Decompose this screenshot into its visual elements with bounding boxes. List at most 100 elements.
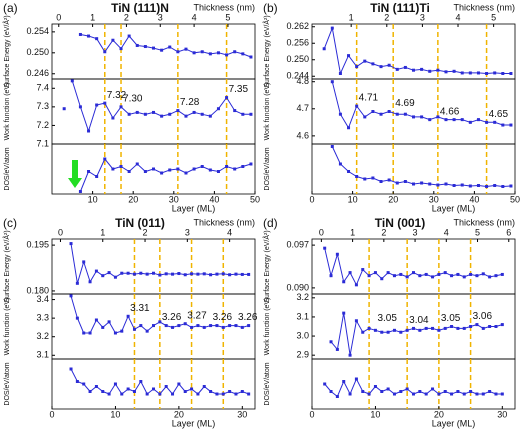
data-line: [324, 248, 503, 286]
data-point: [225, 165, 229, 168]
y-tick-label: 0.250: [286, 54, 309, 64]
data-point: [338, 72, 342, 75]
data-point: [431, 326, 435, 330]
data-point: [177, 272, 181, 276]
data-point: [475, 392, 479, 396]
data-point: [208, 114, 212, 118]
data-point: [202, 385, 206, 388]
y-tick-label: 4.6: [296, 130, 309, 140]
data-point: [501, 185, 505, 188]
x2-tick-label: 0: [319, 227, 324, 237]
data-point: [215, 272, 219, 276]
data-point: [450, 392, 454, 396]
data-point: [371, 176, 375, 180]
data-point: [101, 390, 105, 393]
annotation: 4.71: [359, 93, 379, 104]
data-point: [168, 168, 172, 172]
data-point: [241, 165, 245, 168]
y-axis-label: DOS/eV/atom: [4, 362, 11, 405]
data-point: [208, 52, 212, 56]
data-point: [139, 271, 143, 275]
data-point: [221, 272, 225, 276]
x2-tick-label: 1: [90, 12, 95, 22]
data-point: [160, 171, 164, 175]
data-point: [190, 272, 194, 276]
data-point: [177, 324, 181, 328]
data-point: [145, 272, 149, 276]
data-point: [392, 392, 396, 396]
data-point: [444, 182, 448, 186]
annotation: 3.05: [441, 313, 461, 324]
data-point: [462, 275, 466, 279]
data-point: [380, 277, 384, 281]
data-line: [331, 146, 511, 188]
data-point: [500, 323, 504, 327]
data-point: [405, 275, 409, 279]
data-point: [158, 273, 162, 277]
data-point: [233, 109, 237, 113]
data-point: [493, 71, 497, 75]
data-point: [424, 392, 428, 396]
annotation: 7.35: [229, 84, 249, 95]
data-point: [249, 162, 253, 166]
x-tick-label: 40: [469, 194, 479, 204]
x2-axis-label: Thickness (nm): [453, 217, 515, 227]
data-point: [184, 114, 188, 118]
data-point: [143, 45, 147, 49]
data-point: [403, 112, 407, 116]
data-point: [509, 184, 513, 188]
data-point: [476, 184, 480, 187]
data-point: [412, 115, 415, 119]
data-point: [509, 72, 513, 75]
data-point: [221, 392, 225, 396]
data-point: [164, 385, 168, 388]
data-point: [168, 45, 172, 49]
data-point: [403, 65, 407, 69]
data-point: [469, 272, 473, 276]
data-point: [412, 326, 415, 330]
data-point: [103, 101, 107, 105]
data-point: [111, 167, 115, 171]
data-point: [431, 275, 435, 279]
data-point: [494, 392, 498, 396]
data-point: [152, 324, 155, 328]
y-tick-label: 0.254: [26, 26, 49, 36]
data-point: [158, 392, 162, 396]
data-point: [126, 314, 130, 318]
annotation: 3.27: [187, 310, 207, 321]
data-point: [371, 62, 375, 66]
data-point: [216, 107, 220, 111]
x2-tick-label: 0: [56, 12, 61, 22]
annotation: 3.26: [238, 312, 258, 323]
data-point: [78, 105, 82, 109]
data-point: [493, 184, 497, 187]
y-axis-label: DOS/eV/atom: [264, 147, 271, 190]
data-point: [225, 53, 229, 57]
x-tick-label: 20: [174, 409, 184, 419]
annotation: 3.26: [213, 312, 233, 323]
data-point: [119, 47, 123, 51]
data-point: [143, 112, 147, 116]
panel-title: TiN (111)N: [111, 1, 169, 15]
plot-frame: [51, 23, 256, 80]
data-point: [200, 165, 204, 168]
data-point: [135, 110, 139, 114]
x-tick-label: 0: [49, 409, 54, 419]
data-point: [443, 390, 447, 393]
y-tick-label: 7.3: [36, 101, 49, 111]
data-point: [444, 118, 448, 122]
data-point: [485, 185, 489, 188]
x2-axis-label: Thickness (nm): [193, 2, 255, 12]
data-point: [418, 274, 422, 278]
x-tick-label: 30: [169, 194, 179, 204]
data-point: [493, 120, 497, 124]
data-point: [488, 390, 492, 393]
y-axis-label: DOS/eV/atom: [264, 362, 271, 405]
data-point: [209, 273, 213, 277]
y-tick-label: 0.256: [286, 38, 309, 48]
x-tick-label: 10: [110, 409, 120, 419]
data-line: [330, 313, 503, 356]
data-point: [386, 330, 390, 334]
data-point: [78, 32, 82, 36]
data-point: [75, 380, 79, 383]
